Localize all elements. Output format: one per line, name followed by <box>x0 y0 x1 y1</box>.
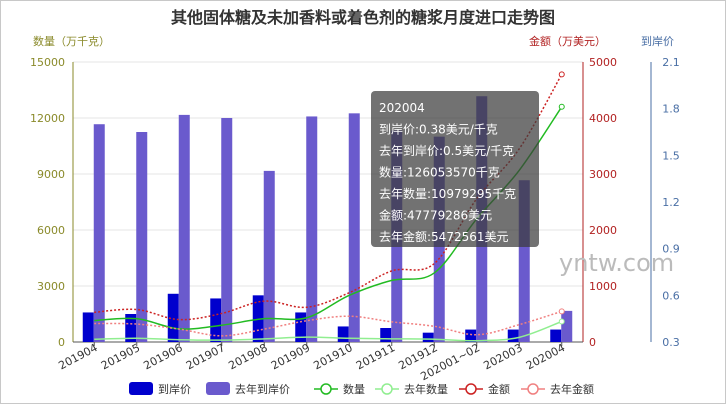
right-axis-tick-label: 2.1 <box>662 56 680 69</box>
point-金额 <box>558 71 565 78</box>
left-axis-label: 数量（万千克） <box>33 35 110 48</box>
bar-去年到岸价 <box>306 116 318 342</box>
tooltip: 202004 到岸价:0.38美元/千克去年到岸价:0.5美元/千克数量:1260… <box>371 91 539 247</box>
bar-去年到岸价 <box>263 170 275 342</box>
mid-axis-tick-label: 3000 <box>589 168 617 181</box>
tooltip-line: 数量:126053570千克 <box>379 165 500 180</box>
x-tick-label: 201911 <box>354 341 397 372</box>
legend-swatch-去年到岸价[interactable] <box>206 382 230 395</box>
left-axis-tick-label: 0 <box>58 336 65 349</box>
watermark: yntw.com <box>559 249 674 277</box>
tooltip-line: 去年数量:10979295千克 <box>379 186 516 201</box>
tooltip-line: 到岸价:0.38美元/千克 <box>379 123 498 137</box>
bar-去年到岸价 <box>348 113 360 342</box>
x-tick-label: 201905 <box>99 341 142 372</box>
mid-axis-tick-label: 5000 <box>589 56 617 69</box>
x-tick-label: 201910 <box>311 341 354 372</box>
point-去年金额 <box>558 308 565 315</box>
right-axis-tick-label: 1.5 <box>662 149 680 162</box>
bar-到岸价 <box>465 329 477 342</box>
bar-去年到岸价 <box>93 124 105 342</box>
left-axis-tick-label: 9000 <box>37 168 65 181</box>
legend-label-去年数量[interactable]: 去年数量 <box>404 382 448 396</box>
legend-swatch-到岸价[interactable] <box>129 382 153 395</box>
tooltip-line: 去年到岸价:0.5美元/千克 <box>379 144 514 158</box>
bar-到岸价 <box>422 332 434 342</box>
x-tick-label: 201908 <box>226 341 269 372</box>
legend-marker-去年数量[interactable] <box>381 383 393 395</box>
right-axis-tick-label: 1.2 <box>662 196 680 209</box>
right-axis-tick-label: 0.9 <box>662 243 680 256</box>
bar-到岸价 <box>295 312 307 342</box>
legend-marker-去年金额[interactable] <box>527 383 539 395</box>
bar-到岸价 <box>125 314 137 342</box>
mid-axis-tick-label: 0 <box>589 336 596 349</box>
mid-axis-tick-label: 2000 <box>589 224 617 237</box>
bar-到岸价 <box>380 328 392 342</box>
line-去年金额 <box>94 310 562 337</box>
bar-去年到岸价 <box>178 114 190 342</box>
x-tick-label: 202003 <box>481 341 524 372</box>
legend-marker-数量[interactable] <box>320 383 332 395</box>
x-tick-label: 201907 <box>184 341 227 372</box>
tooltip-line: 202004 <box>379 101 425 115</box>
left-axis-tick-label: 15000 <box>30 56 65 69</box>
bar-去年到岸价 <box>561 310 573 342</box>
bar-到岸价 <box>507 329 519 342</box>
x-tick-label: 201909 <box>269 341 312 372</box>
legend-label-金额[interactable]: 金额 <box>488 382 510 396</box>
point-去年数量 <box>558 318 565 325</box>
bar-到岸价 <box>167 293 179 342</box>
bar-去年到岸价 <box>518 180 530 342</box>
point-数量 <box>558 103 565 110</box>
legend: 到岸价 去年到岸价 数量 去年数量 金额 去年金额 <box>129 382 594 396</box>
left-axis-tick-label: 3000 <box>37 280 65 293</box>
bar-到岸价 <box>210 298 222 342</box>
mid-axis-tick-label: 4000 <box>589 112 617 125</box>
legend-label-去年金额[interactable]: 去年金额 <box>550 382 594 396</box>
right-axis-tick-label: 1.8 <box>662 103 680 116</box>
legend-label-到岸价[interactable]: 到岸价 <box>158 383 191 396</box>
chart-title: 其他固体糖及未加香料或着色剂的糖浆月度进口走势图 <box>171 8 555 27</box>
tooltip-line: 金额:47779286美元 <box>379 208 492 223</box>
bar-去年到岸价 <box>136 132 148 342</box>
line-去年数量 <box>94 320 563 342</box>
bar-到岸价 <box>550 329 562 342</box>
left-axis-tick-label: 6000 <box>37 224 65 237</box>
legend-label-数量[interactable]: 数量 <box>343 383 365 396</box>
right-axis-tick-label: 0.6 <box>662 289 680 302</box>
mid-axis-label: 金额（万美元） <box>529 34 606 48</box>
legend-marker-金额[interactable] <box>465 383 477 395</box>
bar-去年到岸价 <box>221 118 233 342</box>
tooltip-box <box>371 91 539 247</box>
bar-到岸价 <box>337 326 349 342</box>
mid-axis-tick-label: 1000 <box>589 280 617 293</box>
bar-到岸价 <box>82 312 94 342</box>
right-axis-label: 到岸价 <box>641 35 674 48</box>
tooltip-line: 去年金额:5472561美元 <box>379 229 509 244</box>
right-axis-tick-label: 0.3 <box>662 336 680 349</box>
left-axis-tick-label: 12000 <box>30 112 65 125</box>
legend-label-去年到岸价[interactable]: 去年到岸价 <box>235 382 290 396</box>
x-tick-label: 202004 <box>524 341 567 372</box>
x-tick-label: 201906 <box>141 341 184 372</box>
